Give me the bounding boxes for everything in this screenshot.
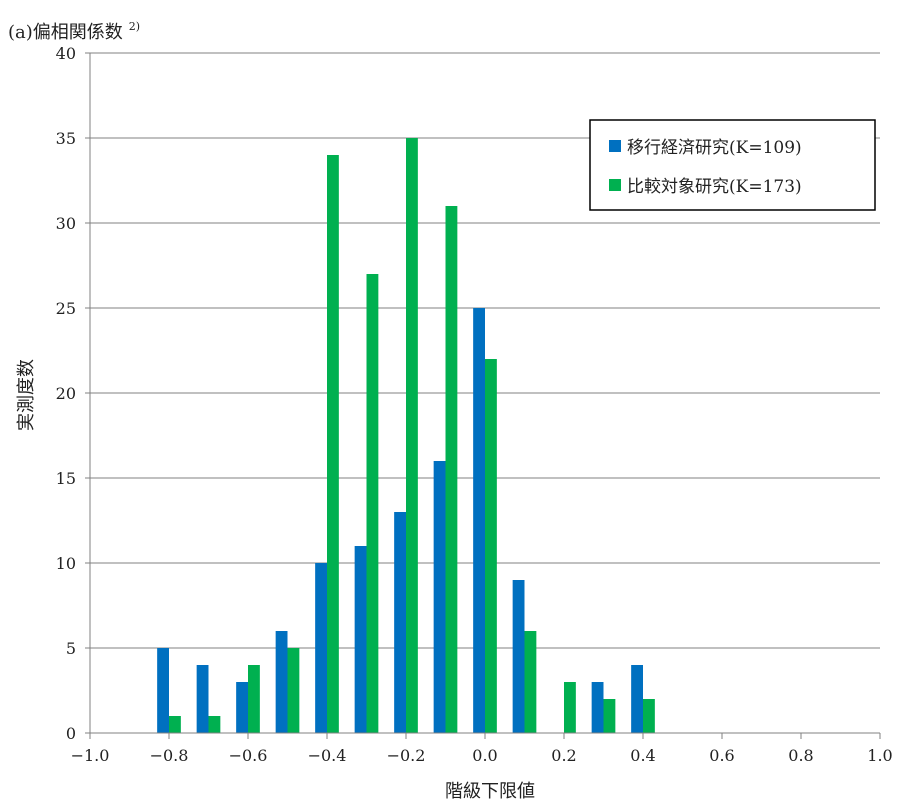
x-axis-title: 階級下限値	[445, 781, 535, 802]
bar-transition	[236, 682, 248, 733]
bar-comparison	[169, 716, 181, 733]
x-tick-label: −0.4	[308, 746, 347, 765]
bar-transition	[631, 665, 643, 733]
bar-comparison	[287, 648, 300, 733]
y-tick-label: 15	[56, 469, 76, 488]
x-tick-label: 0.4	[630, 746, 655, 765]
bar-transition	[196, 665, 209, 733]
y-tick-label: 0	[66, 724, 76, 743]
bar-transition	[433, 461, 446, 733]
axes	[85, 52, 881, 739]
y-tick-label: 10	[56, 554, 76, 573]
bar-comparison	[524, 631, 537, 733]
legend-swatch-transition	[609, 140, 621, 152]
legend-label-comparison: 比較対象研究(K=173)	[627, 177, 802, 197]
tick-labels: 0 5 10 15 20 25 30 35 40 −1.0 −0.8 −0.6 −0.4 −0.2 0.0 0…	[56, 44, 893, 765]
y-axis-title: 実測度数	[16, 359, 37, 431]
y-tick-label: 25	[56, 299, 76, 318]
bar-transition	[473, 308, 485, 733]
x-tick-label: −0.2	[387, 746, 426, 765]
bar-transition	[315, 563, 327, 733]
y-tick-label: 40	[56, 44, 76, 63]
bar-transition	[394, 512, 406, 733]
legend-box	[589, 119, 876, 211]
x-tick-label: 1.0	[867, 746, 892, 765]
bar-transition	[591, 682, 604, 733]
x-tick-label: 0.6	[709, 746, 734, 765]
bars	[157, 138, 655, 733]
x-tick-label: 0.8	[788, 746, 813, 765]
bar-transition	[512, 580, 525, 733]
bar-comparison	[248, 665, 260, 733]
chart-title: (a)偏相関係数 2)	[8, 20, 140, 43]
bar-comparison	[485, 359, 497, 733]
x-tick-label: 0.0	[472, 746, 497, 765]
legend: 移行経済研究(K=109) 比較対象研究(K=173)	[589, 119, 876, 211]
y-tick-label: 20	[56, 384, 76, 403]
bar-comparison	[208, 716, 221, 733]
bar-comparison	[603, 699, 616, 733]
bar-transition	[354, 546, 367, 733]
bar-comparison	[327, 155, 339, 733]
legend-swatch-comparison	[609, 179, 621, 191]
y-tick-label: 30	[56, 214, 76, 233]
y-tick-label: 5	[66, 639, 76, 658]
y-tick-label: 35	[56, 129, 76, 148]
x-tick-label: −0.6	[229, 746, 268, 765]
bar-transition	[157, 648, 169, 733]
bar-comparison	[643, 699, 655, 733]
bar-comparison	[564, 682, 576, 733]
title-superscript: 2)	[129, 20, 140, 33]
bar-comparison	[406, 138, 418, 733]
x-tick-label: −0.8	[150, 746, 189, 765]
legend-label-transition: 移行経済研究(K=109)	[627, 138, 802, 158]
bar-transition	[275, 631, 288, 733]
x-tick-label: 0.2	[551, 746, 576, 765]
x-tick-label: −1.0	[71, 746, 110, 765]
bar-comparison	[445, 206, 458, 733]
bar-comparison	[366, 274, 379, 733]
